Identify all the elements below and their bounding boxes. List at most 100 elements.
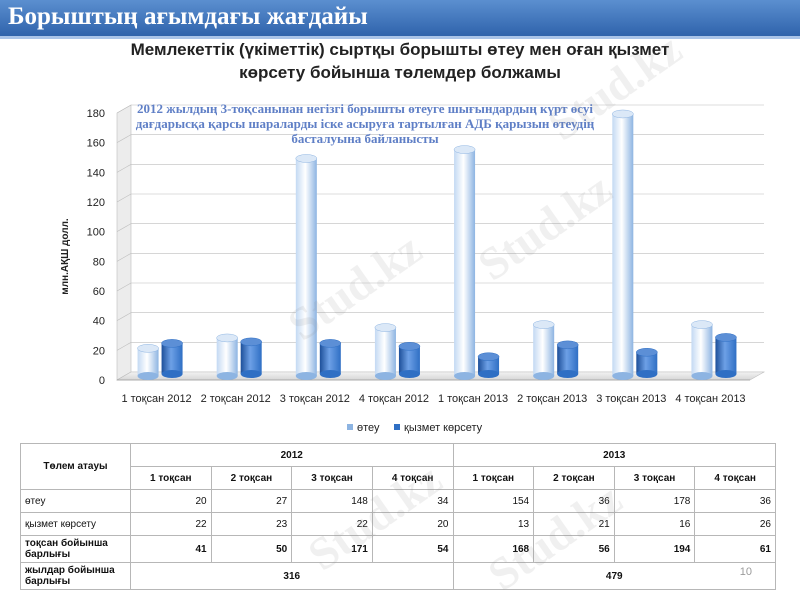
row-cell: 54 <box>371 535 454 563</box>
x-tick-label: 3 тоқсан 2012 <box>280 393 350 405</box>
y-tick-label: 140 <box>87 167 105 179</box>
row-cell: 20 <box>130 489 212 513</box>
x-tick-label: 1 тоқсан 2013 <box>438 393 508 405</box>
row-cell: 34 <box>371 489 454 513</box>
x-tick-label: 3 тоқсан 2013 <box>596 393 666 405</box>
row-cell: 479 <box>452 562 776 590</box>
x-tick-label: 2 тоқсан 2013 <box>517 393 587 405</box>
table-header-label: Төлем атауы <box>20 443 131 490</box>
row-cell: 41 <box>130 535 212 563</box>
y-axis-label: млн.АҚШ долл. <box>60 218 71 295</box>
bar-otey-6 <box>532 320 555 380</box>
row-label: өтеу <box>20 489 131 513</box>
row-cell: 22 <box>291 512 373 536</box>
table-quarter-row: 1 тоқсан 2 тоқсан 3 тоқсан 4 тоқсан 1 тоқсан… <box>21 466 776 490</box>
table-quarter-header: 2 тоқсан <box>533 466 615 490</box>
table-year-header: 2012 <box>130 443 454 467</box>
legend-label: қызмет көрсету <box>404 422 483 434</box>
header-bar: Борыштың ағымдағы жағдайы <box>0 0 800 36</box>
table-row: өтеу 20 27 148 34 154 36 178 36 <box>20 489 776 513</box>
page-number: 10 <box>739 566 752 578</box>
bar-qyzmet-2 <box>240 337 262 378</box>
chart-title-line-2: көрсету бойынша төлемдер болжамы <box>239 63 561 82</box>
row-cell: 178 <box>613 489 696 513</box>
bar-chart: 0 20 40 60 80 100 120 140 160 180 млн.АҚШ долл. 1 т… <box>60 104 766 434</box>
page-title: Борыштың ағымдағы жағдайы <box>8 3 368 30</box>
y-tick-label: 20 <box>93 345 105 357</box>
legend-label: өтеу <box>357 422 380 434</box>
table-quarter-header: 1 тоқсан <box>452 466 535 490</box>
row-cell: 16 <box>613 512 696 536</box>
row-cell: 21 <box>533 512 615 536</box>
chart-title-line-1: Мемлекеттік (үкіметтік) сыртқы борышты ө… <box>130 40 670 59</box>
table-quarter-header: 3 тоқсан <box>613 466 696 490</box>
y-tick-label: 120 <box>87 197 105 209</box>
y-tick-label: 160 <box>87 138 105 150</box>
bar-qyzmet-6 <box>556 340 579 378</box>
bar-qyzmet-3 <box>319 339 342 378</box>
bar-qyzmet-8 <box>715 333 737 378</box>
row-cell: 50 <box>210 535 293 563</box>
x-tick-label: 2 тоқсан 2012 <box>201 393 271 405</box>
bar-otey-7 <box>612 109 634 380</box>
table-quarter-header: 4 тоқсан <box>371 466 454 490</box>
bar-otey-8 <box>691 320 713 380</box>
row-cell: 171 <box>291 535 373 563</box>
x-tick-label: 4 тоқсан 2012 <box>359 393 429 405</box>
table-quarter-header: 1 тоқсан <box>130 466 212 490</box>
bar-qyzmet-4 <box>398 342 421 378</box>
table-row: жылдар бойынша барлығы 316 479 <box>20 562 776 590</box>
y-tick-label: 180 <box>87 108 105 120</box>
bar-otey-1 <box>137 344 159 380</box>
row-cell: 61 <box>694 535 776 563</box>
table-year-header: 2013 <box>452 443 776 467</box>
row-cell: 56 <box>533 535 615 563</box>
bar-otey-2 <box>216 333 238 380</box>
row-cell: 22 <box>130 512 212 536</box>
chart-annotation: 2012 жылдың 3-тоқсанынан негізгі борышты… <box>135 101 595 146</box>
y-tick-label: 0 <box>99 375 105 387</box>
row-cell: 23 <box>210 512 293 536</box>
y-tick-label: 100 <box>87 227 105 239</box>
x-tick-label: 4 тоқсан 2013 <box>675 393 745 405</box>
row-cell: 148 <box>291 489 373 513</box>
table-quarter-header: 2 тоқсан <box>210 466 293 490</box>
row-cell: 20 <box>371 512 454 536</box>
payments-table: Төлем атауы 2012 2013 1 тоқсан 2 тоқсан 3 тоқ… <box>20 443 776 590</box>
table-row: қызмет көрсету 22 23 22 20 13 21 16 26 <box>20 512 776 536</box>
table-row: тоқсан бойынша барлығы 41 50 171 54 168 56 194 6… <box>20 535 776 563</box>
legend-item: қызмет көрсету <box>394 422 483 434</box>
row-label: қызмет көрсету <box>20 512 131 536</box>
header-divider <box>0 36 800 39</box>
row-cell: 27 <box>210 489 293 513</box>
table-quarter-header: 3 тоқсан <box>291 466 373 490</box>
table-header-row: Төлем атауы 2012 2013 <box>20 443 776 490</box>
bar-otey-3 <box>295 154 318 380</box>
row-cell: 36 <box>533 489 615 513</box>
chart-labels: 0 20 40 60 80 100 120 140 160 180 млн.АҚШ долл. 1 т… <box>60 108 746 405</box>
row-cell: 13 <box>452 512 535 536</box>
bar-otey-5 <box>453 145 476 380</box>
row-label: тоқсан бойынша барлығы <box>20 535 131 563</box>
y-tick-label: 60 <box>93 286 105 298</box>
row-cell: 26 <box>694 512 776 536</box>
row-label: жылдар бойынша барлығы <box>20 562 131 590</box>
bar-qyzmet-7 <box>636 348 658 378</box>
row-cell: 168 <box>452 535 535 563</box>
row-cell: 154 <box>452 489 535 513</box>
y-tick-label: 40 <box>93 316 105 328</box>
row-cell: 316 <box>130 562 454 590</box>
row-cell: 36 <box>694 489 776 513</box>
chart-legend: өтеу қызмет көрсету <box>347 422 483 434</box>
y-tick-label: 80 <box>93 256 105 268</box>
bar-qyzmet-1 <box>161 339 183 378</box>
legend-item: өтеу <box>347 422 380 434</box>
chart-title: Мемлекеттік (үкіметтік) сыртқы борышты ө… <box>80 38 720 84</box>
x-tick-label: 1 тоқсан 2012 <box>121 393 191 405</box>
chart-grid <box>115 104 766 381</box>
row-cell: 194 <box>613 535 696 563</box>
bar-otey-4 <box>374 323 397 380</box>
table-quarter-header: 4 тоқсан <box>694 466 776 490</box>
chart-bars <box>137 109 737 380</box>
bar-qyzmet-5 <box>477 352 500 378</box>
